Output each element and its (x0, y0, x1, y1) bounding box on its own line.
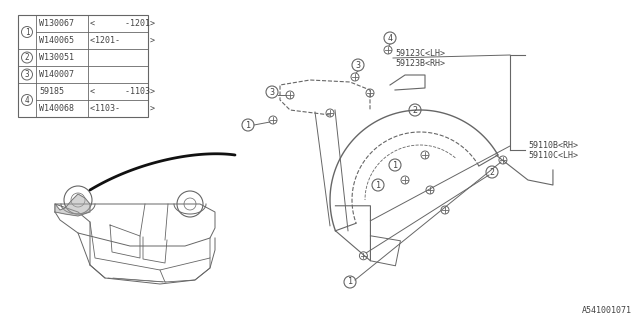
Text: W140065: W140065 (39, 36, 74, 45)
Text: 4: 4 (25, 95, 29, 105)
Text: 1: 1 (246, 121, 250, 130)
Text: 3: 3 (269, 87, 275, 97)
Text: 3: 3 (355, 60, 360, 69)
Text: <1201-      >: <1201- > (90, 36, 155, 45)
Text: 2: 2 (490, 167, 495, 177)
Text: W130051: W130051 (39, 53, 74, 62)
Text: 1: 1 (376, 180, 381, 189)
Text: 4: 4 (387, 34, 392, 43)
Text: <1103-      >: <1103- > (90, 104, 155, 113)
Polygon shape (55, 194, 90, 216)
Text: 59123B<RH>: 59123B<RH> (395, 59, 445, 68)
Text: 3: 3 (25, 70, 29, 79)
Text: 59185: 59185 (39, 87, 64, 96)
Text: W130067: W130067 (39, 19, 74, 28)
Text: 59110C<LH>: 59110C<LH> (528, 150, 578, 159)
Text: W140068: W140068 (39, 104, 74, 113)
Text: 2: 2 (413, 106, 417, 115)
Text: 1: 1 (392, 161, 397, 170)
Text: 59123C<LH>: 59123C<LH> (395, 49, 445, 58)
Text: 2: 2 (25, 53, 29, 62)
Text: 1: 1 (25, 28, 29, 36)
Text: <      -1103>: < -1103> (90, 87, 155, 96)
Text: 1: 1 (348, 277, 353, 286)
Text: W140007: W140007 (39, 70, 74, 79)
Text: <      -1201>: < -1201> (90, 19, 155, 28)
Text: 59110B<RH>: 59110B<RH> (528, 140, 578, 149)
Text: A541001071: A541001071 (582, 306, 632, 315)
